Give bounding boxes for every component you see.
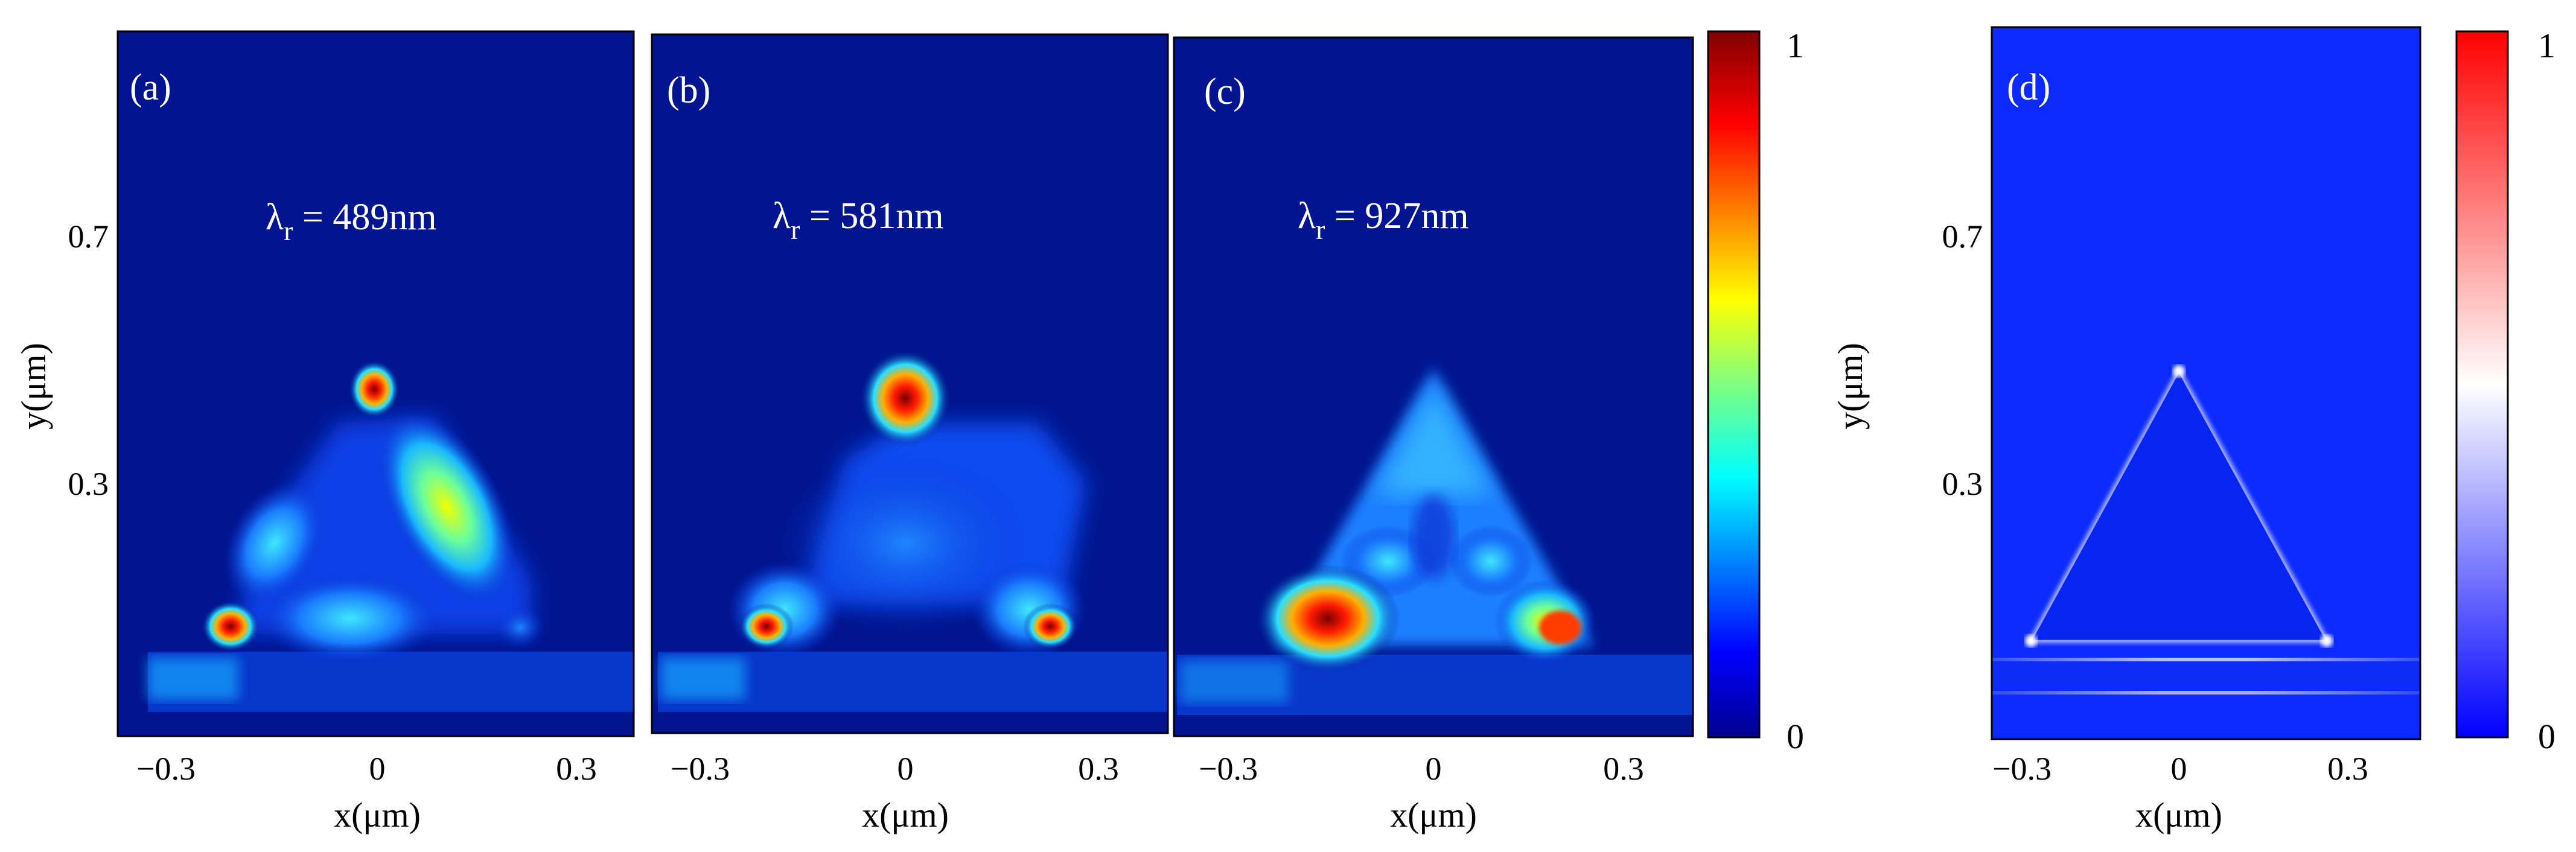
- colorbar-jet-min: 0: [1787, 717, 1804, 756]
- panel-b-annotation: λr = 581nm: [773, 196, 944, 245]
- panel-a-annotation: λr = 489nm: [266, 197, 437, 246]
- colorbar-jet: 1 0: [1707, 26, 1804, 756]
- ytick-a-1: 0.3: [68, 466, 109, 502]
- panel-d-label: (d): [2007, 67, 2050, 108]
- xlabel-b: x(μm): [862, 795, 949, 835]
- heatmap-c: [1174, 37, 1693, 736]
- panel-c-annotation: λr = 927nm: [1298, 196, 1469, 245]
- xtick-b-0: −0.3: [671, 751, 730, 787]
- panel-a-label: (a): [130, 67, 171, 108]
- ytick-d-0: 0.7: [1942, 218, 1983, 255]
- panel-c-label: (c): [1204, 71, 1246, 112]
- colorbar-bwr: 1 0: [2455, 26, 2555, 756]
- colorbar-jet-max: 1: [1787, 26, 1804, 65]
- xtick-d-1: 0: [2171, 751, 2187, 787]
- xtick-b-2: 0.3: [1078, 751, 1119, 787]
- heatmap-a: [118, 31, 634, 736]
- panel-a: (a) λr = 489nm −0.3 0 0.3 x(μm) 0.7 0.3 …: [14, 30, 635, 835]
- heatmap-b: [652, 34, 1168, 733]
- xtick-c-1: 0: [1426, 751, 1442, 787]
- xlabel-a: x(μm): [334, 795, 421, 835]
- panel-d: (d) −0.3 0 0.3 x(μm) 0.7 0.3 y(μm): [1831, 26, 2421, 835]
- colorbar-bwr-min: 0: [2538, 717, 2555, 756]
- ytick-a-0: 0.7: [68, 218, 109, 255]
- heatmap-d: [1992, 27, 2420, 739]
- xtick-c-0: −0.3: [1199, 751, 1258, 787]
- ylabel-d: y(μm): [1831, 343, 1870, 430]
- xlabel-d: x(μm): [2135, 795, 2222, 835]
- xtick-c-2: 0.3: [1603, 751, 1644, 787]
- panel-c: (c) λr = 927nm −0.3 0 0.3 x(μm): [1173, 36, 1694, 835]
- xlabel-c: x(μm): [1390, 795, 1477, 835]
- xtick-a-0: −0.3: [136, 751, 196, 787]
- panel-b-label: (b): [667, 70, 710, 111]
- xtick-d-0: −0.3: [1992, 751, 2052, 787]
- xtick-a-2: 0.3: [556, 751, 597, 787]
- ylabel-a: y(μm): [14, 343, 53, 430]
- xtick-a-1: 0: [369, 751, 386, 787]
- panel-b: (b) λr = 581nm −0.3 0 0.3 x(μm): [651, 33, 1169, 835]
- xtick-d-2: 0.3: [2327, 751, 2368, 787]
- ytick-d-1: 0.3: [1942, 466, 1983, 502]
- colorbar-bwr-max: 1: [2538, 26, 2555, 65]
- xtick-b-1: 0: [897, 751, 914, 787]
